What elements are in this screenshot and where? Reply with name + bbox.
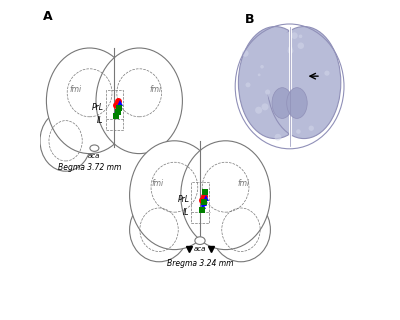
Ellipse shape — [288, 111, 291, 114]
Ellipse shape — [299, 35, 302, 38]
Ellipse shape — [262, 103, 268, 110]
Ellipse shape — [298, 43, 304, 49]
Ellipse shape — [324, 71, 330, 76]
Text: PrL: PrL — [178, 195, 190, 204]
Text: aca: aca — [194, 246, 206, 252]
Text: Begma 3.72 mm: Begma 3.72 mm — [58, 163, 121, 172]
Ellipse shape — [130, 198, 188, 262]
Text: PrL: PrL — [92, 103, 104, 112]
Ellipse shape — [96, 48, 182, 154]
Text: fmi: fmi — [152, 180, 164, 188]
Ellipse shape — [212, 198, 270, 262]
Text: fmi: fmi — [238, 180, 250, 188]
Ellipse shape — [267, 27, 341, 139]
Ellipse shape — [195, 237, 205, 244]
Ellipse shape — [265, 90, 270, 95]
Text: IL: IL — [182, 208, 189, 217]
Ellipse shape — [272, 88, 292, 118]
Ellipse shape — [90, 145, 99, 151]
Ellipse shape — [287, 88, 307, 118]
Text: A: A — [43, 10, 53, 23]
Ellipse shape — [242, 50, 248, 57]
Ellipse shape — [130, 141, 219, 250]
Ellipse shape — [285, 105, 289, 108]
Ellipse shape — [264, 32, 315, 115]
Ellipse shape — [258, 74, 260, 76]
Ellipse shape — [46, 48, 133, 154]
Ellipse shape — [181, 141, 270, 250]
Ellipse shape — [246, 83, 250, 87]
Ellipse shape — [291, 32, 298, 39]
Ellipse shape — [296, 129, 301, 134]
Ellipse shape — [274, 134, 281, 140]
Ellipse shape — [255, 107, 262, 114]
Ellipse shape — [288, 48, 293, 54]
Ellipse shape — [288, 46, 292, 51]
Text: IL: IL — [96, 116, 103, 125]
Text: B: B — [245, 13, 254, 26]
Ellipse shape — [238, 27, 312, 139]
Ellipse shape — [260, 65, 264, 68]
Text: Bregma 3.24 mm: Bregma 3.24 mm — [167, 259, 233, 268]
Text: fmi: fmi — [149, 85, 161, 94]
Text: aca: aca — [88, 153, 100, 159]
Ellipse shape — [40, 110, 91, 171]
Text: fmi: fmi — [69, 85, 81, 94]
Ellipse shape — [308, 125, 314, 131]
